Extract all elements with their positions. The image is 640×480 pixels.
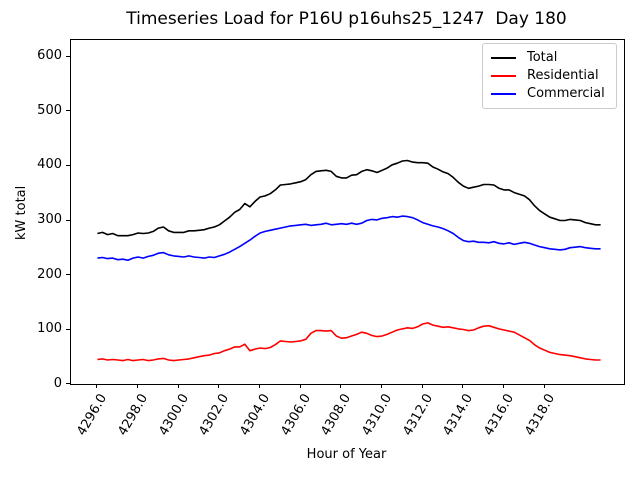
- series-line-commercial: [97, 215, 601, 261]
- plot-area: [70, 39, 625, 385]
- residential-line-swatch: [491, 74, 516, 78]
- y-tick-mark: [66, 328, 70, 330]
- x-tick-label: 4298.0: [115, 391, 152, 439]
- x-tick-label: 4308.0: [318, 391, 355, 439]
- x-tick-mark: [381, 384, 383, 388]
- x-tick-label: 4302.0: [196, 391, 233, 439]
- x-tick-label: 4300.0: [156, 391, 192, 439]
- legend: Total Residential Commercial: [482, 43, 617, 109]
- y-tick-label: 500: [37, 102, 62, 118]
- legend-item-total: Total: [491, 49, 608, 67]
- x-tick-mark: [299, 384, 301, 388]
- x-tick-label: 4296.0: [74, 391, 111, 439]
- y-tick-label: 600: [37, 48, 62, 64]
- x-tick-mark: [177, 384, 179, 388]
- legend-label: Commercial: [527, 86, 605, 101]
- x-tick-label: 4312.0: [400, 391, 436, 439]
- x-tick-label: 4306.0: [278, 391, 314, 439]
- y-tick-label: 200: [37, 266, 62, 282]
- x-axis-label: Hour of Year: [306, 447, 387, 462]
- chart-title: Timeseries Load for P16U p16uhs25_1247 D…: [126, 9, 567, 29]
- y-tick-label: 0: [53, 375, 62, 391]
- plot-lines: [97, 159, 601, 362]
- legend-item-commercial: Commercial: [491, 85, 608, 103]
- x-tick-label: 4316.0: [481, 391, 518, 439]
- y-tick-mark: [66, 55, 70, 57]
- x-tick-mark: [543, 384, 545, 388]
- y-tick-mark: [66, 219, 70, 221]
- y-tick-mark: [66, 274, 70, 275]
- x-tick-mark: [503, 384, 504, 388]
- x-tick-mark: [137, 384, 139, 388]
- legend-label: Residential: [527, 68, 599, 83]
- x-tick-label: 4314.0: [440, 391, 477, 439]
- legend-label: Total: [527, 50, 558, 65]
- x-tick-label: 4318.0: [522, 391, 558, 439]
- commercial-line-swatch: [491, 92, 516, 96]
- x-tick-mark: [462, 384, 464, 388]
- x-tick-label: 4304.0: [237, 391, 274, 439]
- y-tick-label: 400: [37, 157, 62, 173]
- x-tick-mark: [421, 384, 423, 388]
- total-line-swatch: [491, 56, 516, 60]
- series-line-residential: [97, 322, 601, 362]
- x-tick-mark: [218, 384, 220, 388]
- y-tick-mark: [66, 164, 70, 166]
- series-line-total: [97, 159, 601, 237]
- legend-item-residential: Residential: [491, 67, 608, 85]
- y-tick-mark: [66, 110, 70, 112]
- x-tick-label: 4310.0: [359, 391, 396, 439]
- y-tick-mark: [66, 383, 70, 384]
- y-tick-label: 100: [37, 321, 62, 336]
- x-tick-mark: [96, 384, 98, 388]
- y-tick-label: 300: [37, 212, 62, 227]
- x-tick-mark: [259, 384, 261, 388]
- x-tick-mark: [340, 384, 342, 388]
